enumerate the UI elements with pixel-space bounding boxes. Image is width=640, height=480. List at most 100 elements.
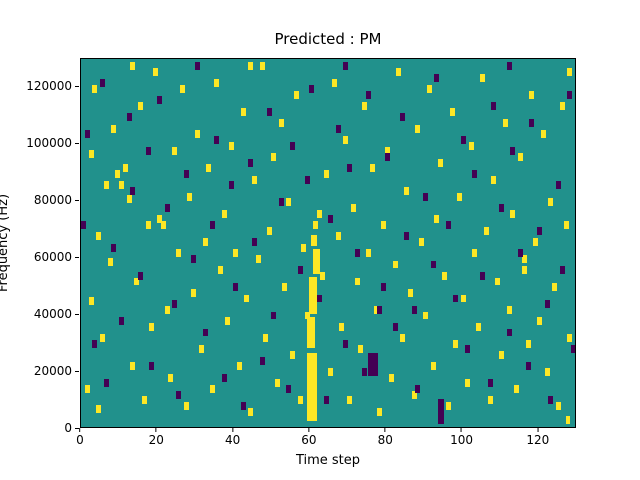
high-cell — [248, 62, 254, 71]
high-cell — [179, 85, 185, 93]
high-cell — [423, 311, 428, 320]
low-cell — [210, 220, 216, 229]
high-cell — [567, 334, 573, 343]
y-tick: 120000 — [26, 79, 79, 93]
high-cell — [350, 203, 356, 212]
y-tick-label: 120000 — [26, 79, 72, 94]
high-cell — [347, 396, 352, 405]
high-cell — [100, 334, 105, 343]
low-cell — [221, 373, 227, 382]
low-cell — [278, 198, 284, 207]
low-cell — [347, 164, 352, 173]
low-cell — [385, 153, 390, 161]
low-cell — [343, 339, 349, 348]
high-cell — [297, 396, 303, 405]
high-cell — [310, 234, 317, 246]
low-cell — [423, 192, 428, 201]
high-cell — [548, 198, 554, 207]
high-cell — [293, 90, 299, 99]
low-cell — [335, 124, 341, 133]
low-cell — [510, 147, 516, 156]
low-cell — [111, 243, 117, 252]
low-cell — [157, 96, 162, 105]
high-cell — [449, 107, 455, 116]
x-axis-ticks: 0 20 40 60 80 100 120 — [76, 428, 576, 448]
x-tick: 20 — [149, 428, 164, 447]
high-cell — [88, 150, 94, 159]
low-cell — [571, 345, 575, 354]
high-cell — [537, 317, 542, 326]
y-tick: 100000 — [26, 136, 79, 150]
low-cell — [499, 203, 504, 212]
high-cell — [301, 243, 307, 252]
high-cell — [476, 322, 482, 331]
high-cell — [307, 353, 317, 422]
high-cell — [366, 249, 371, 258]
low-cell — [81, 220, 86, 229]
high-cell — [145, 220, 151, 229]
low-cell — [415, 385, 421, 394]
high-cell — [183, 402, 189, 411]
high-cell — [84, 385, 90, 394]
low-cell — [529, 119, 535, 127]
high-cell — [191, 288, 197, 297]
high-cell — [309, 276, 318, 314]
low-cell — [544, 300, 550, 309]
high-cell — [521, 254, 527, 263]
low-cell — [202, 328, 208, 337]
low-cell — [191, 254, 197, 263]
x-tick-label: 40 — [224, 433, 241, 447]
low-cell — [172, 300, 178, 309]
high-cell — [126, 195, 132, 204]
high-cell — [472, 249, 478, 258]
x-tick: 0 — [76, 428, 84, 447]
high-cell — [415, 124, 421, 133]
heatmap-cells — [81, 59, 575, 427]
high-cell — [565, 416, 571, 425]
high-cell — [339, 322, 345, 331]
high-cell — [263, 334, 269, 343]
high-cell — [400, 334, 406, 343]
high-cell — [271, 153, 276, 161]
high-cell — [521, 266, 527, 275]
y-tick-label: 0 — [64, 421, 72, 435]
high-cell — [115, 169, 121, 178]
high-cell — [130, 62, 136, 71]
high-cell — [259, 62, 265, 71]
low-cell — [195, 62, 200, 71]
high-cell — [445, 402, 451, 411]
high-cell — [354, 277, 360, 286]
high-cell — [392, 260, 398, 269]
low-cell — [130, 186, 136, 195]
y-tick-label: 80000 — [33, 193, 72, 208]
high-cell — [130, 362, 136, 371]
high-cell — [236, 362, 242, 371]
y-tick: 0 — [64, 421, 79, 435]
low-cell — [367, 353, 378, 377]
low-cell — [445, 220, 451, 229]
high-cell — [278, 119, 284, 127]
x-tick: 80 — [378, 428, 393, 447]
high-cell — [461, 294, 466, 303]
high-cell — [495, 277, 501, 286]
high-cell — [403, 186, 409, 195]
high-cell — [373, 305, 379, 314]
high-cell — [229, 141, 235, 150]
low-cell — [309, 85, 314, 93]
high-cell — [168, 373, 174, 382]
x-axis-label: Time step — [295, 453, 361, 468]
low-cell — [290, 141, 295, 150]
high-cell — [172, 147, 178, 156]
y-tick-label: 20000 — [33, 364, 72, 379]
low-cell — [438, 398, 444, 425]
high-cell — [210, 385, 216, 394]
high-cell — [343, 136, 349, 144]
high-cell — [286, 198, 292, 207]
high-cell — [434, 215, 440, 224]
chart-title: Predicted : PM — [274, 30, 382, 48]
low-cell — [567, 90, 573, 99]
x-tick-label: 100 — [450, 433, 473, 447]
x-tick-label: 60 — [301, 433, 317, 447]
high-cell — [305, 311, 311, 320]
